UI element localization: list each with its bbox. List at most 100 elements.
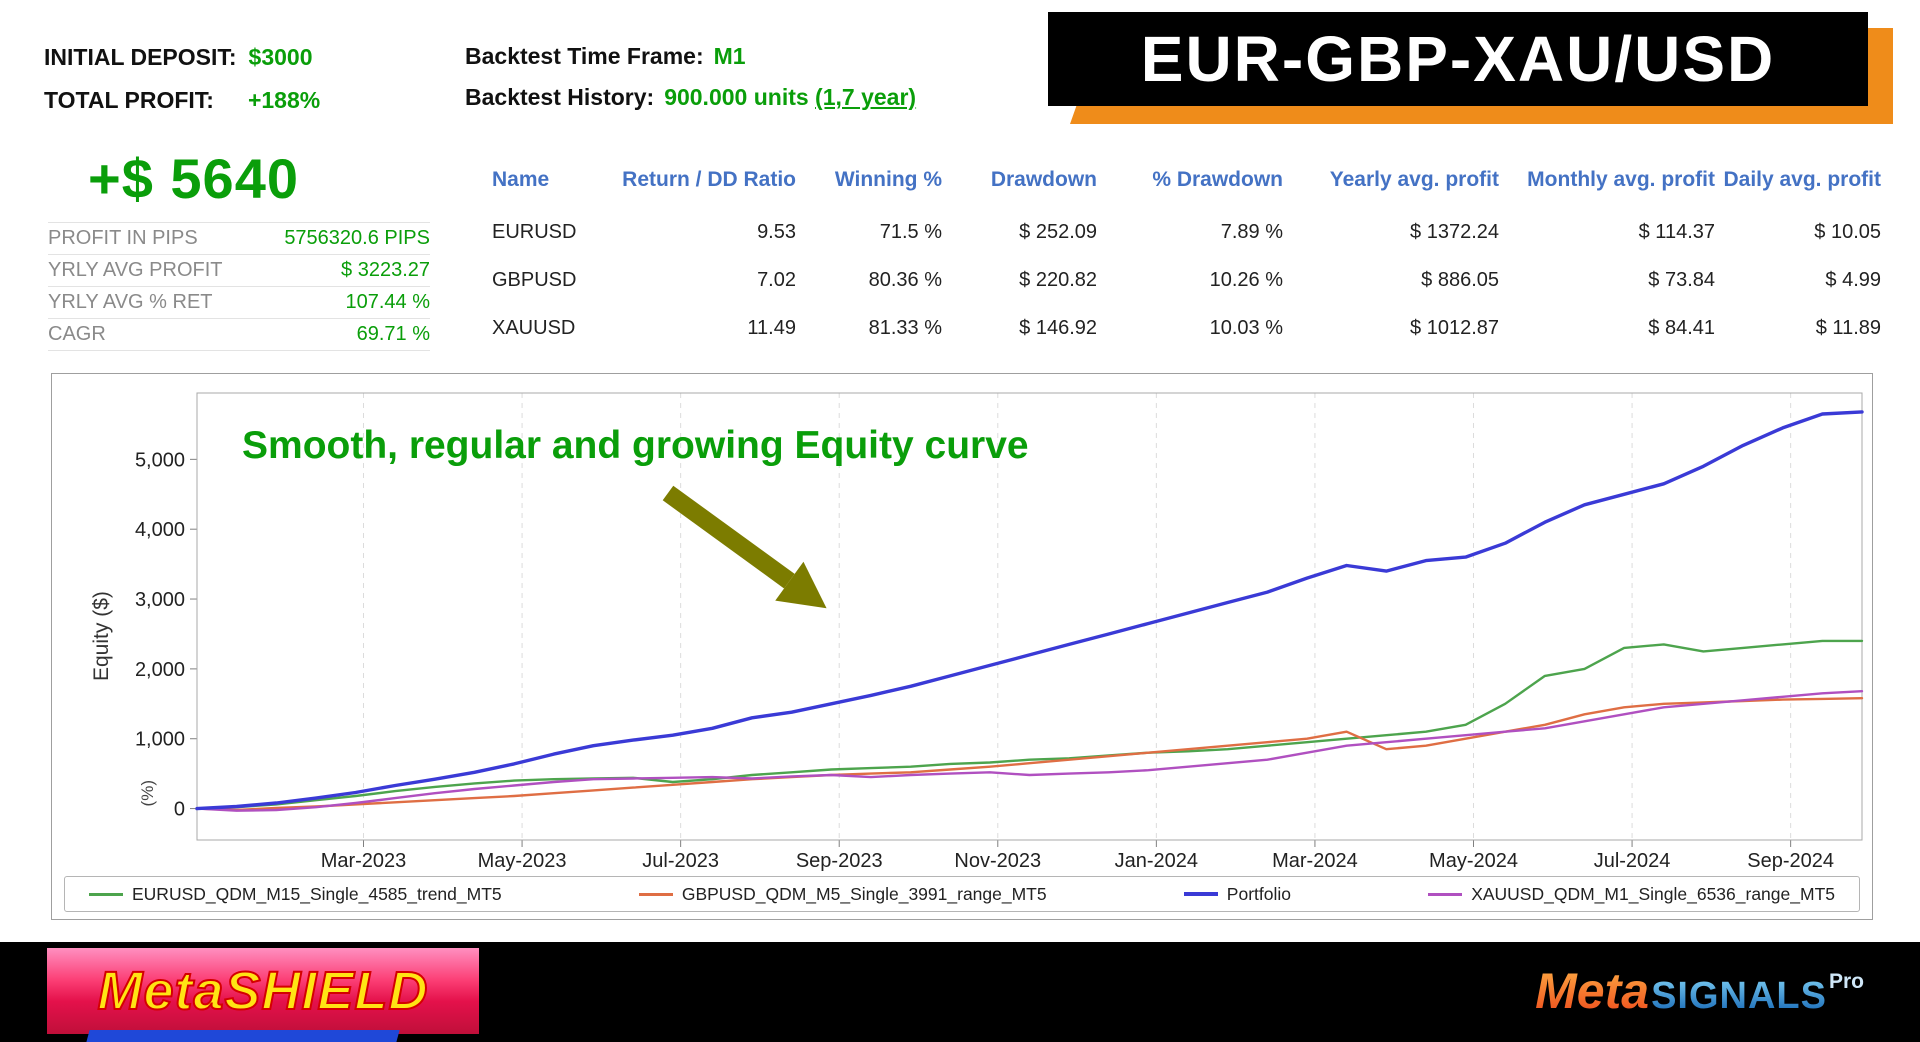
y-tick-label: 0 xyxy=(174,799,185,821)
table-cell: 10.03 % xyxy=(1209,316,1283,339)
column-header: Name xyxy=(492,168,550,191)
annotation-arrow-icon xyxy=(662,485,827,609)
plot-border xyxy=(196,392,1863,841)
table-row: EURUSD 9.53 71.5 % $ 252.09 7.89 % $ 1372.24 $… xyxy=(488,208,1887,256)
y-tick-label: 3,000 xyxy=(135,589,185,611)
table-cell: $ 1012.87 xyxy=(1410,316,1499,339)
legend-line-swatch xyxy=(89,892,123,896)
equity-chart: Mar-2023 May-2023 Jul-2023 Sep-2023 Nov-2023… xyxy=(51,373,1873,920)
summary-label: CAGR xyxy=(48,323,106,345)
x-tick-label: May-2024 xyxy=(1429,850,1518,872)
backtest-info: Backtest Time Frame: M1 Backtest History:… xyxy=(465,36,916,118)
table-cell: EURUSD xyxy=(492,220,577,243)
y-tick-label: 2,000 xyxy=(135,659,185,681)
legend-label: GBPUSD_QDM_M5_Single_3991_range_MT5 xyxy=(681,883,1047,904)
legend-label: Portfolio xyxy=(1226,883,1291,904)
table-cell: 7.02 xyxy=(757,268,796,291)
table-cell: $ 886.05 xyxy=(1421,268,1499,291)
y-tick-label: 1,000 xyxy=(135,729,185,751)
banner-title: EUR-GBP-XAU/USD xyxy=(1140,23,1776,95)
table-header-row: Name Return / DD Ratio Winning % Drawdown % … xyxy=(488,162,1887,208)
table-cell: $ 146.92 xyxy=(1019,316,1097,339)
banner-black-box: EUR-GBP-XAU/USD xyxy=(1048,12,1868,106)
series-line-portfolio xyxy=(195,410,1864,811)
table-cell: 81.33 % xyxy=(868,316,942,339)
summary-label: YRLY AVG PROFIT xyxy=(48,259,223,281)
cropped-blue-ribbon xyxy=(86,1030,400,1042)
table-cell: $ 73.84 xyxy=(1648,268,1715,291)
x-tick-label: Jul-2023 xyxy=(642,850,719,872)
y-axis-title: Equity ($) xyxy=(90,591,113,682)
x-tick-label: Jul-2024 xyxy=(1594,850,1671,872)
total-profit-line: TOTAL PROFIT: +188% xyxy=(44,79,320,122)
table-cell: $ 10.05 xyxy=(1814,220,1881,243)
x-tick-label: Nov-2023 xyxy=(954,850,1041,872)
total-profit-value: +188% xyxy=(247,87,321,113)
y-axis-title-secondary: (%) xyxy=(138,780,157,807)
initial-deposit-value: $3000 xyxy=(248,44,313,70)
footer-bar: MetaSHIELD Meta SIGNALS Pro xyxy=(0,942,1920,1042)
total-profit-label: TOTAL PROFIT: xyxy=(44,87,214,113)
table-row: GBPUSD 7.02 80.36 % $ 220.82 10.26 % $ 886.05… xyxy=(488,256,1887,304)
table-cell: $ 114.37 xyxy=(1638,220,1715,243)
chart-annotation: Smooth, regular and growing Equity curve xyxy=(242,424,1029,467)
table-cell: 7.89 % xyxy=(1220,220,1283,243)
metashield-logo: MetaSHIELD xyxy=(47,948,479,1034)
summary-label: YRLY AVG % RET xyxy=(48,291,213,313)
table-cell: 80.36 % xyxy=(868,268,942,291)
table-cell: $ 84.41 xyxy=(1648,316,1715,339)
pair-banner: EUR-GBP-XAU/USD xyxy=(1048,12,1893,124)
history-line: Backtest History: 900.000 units (1,7 year… xyxy=(465,77,916,118)
summary-row: PROFIT IN PIPS 5756320.6 PIPS xyxy=(48,222,430,254)
timeframe-value: M1 xyxy=(713,43,746,69)
legend-line-swatch xyxy=(1183,892,1218,896)
summary-value: 5756320.6 PIPS xyxy=(284,227,430,249)
metasignals-logo: Meta SIGNALS Pro xyxy=(1535,962,1864,1020)
history-duration-link[interactable]: (1,7 year) xyxy=(815,84,917,110)
column-header: Winning % xyxy=(834,168,942,191)
equity-chart-svg: Mar-2023 May-2023 Jul-2023 Sep-2023 Nov-2023… xyxy=(135,392,1864,872)
table-cell: 9.53 xyxy=(757,220,796,243)
series-line-eurusd xyxy=(195,639,1864,810)
summary-value: $ 3223.27 xyxy=(341,259,430,281)
table-cell: $ 1372.24 xyxy=(1410,220,1499,243)
table-cell: GBPUSD xyxy=(492,268,577,291)
summary-row: YRLY AVG % RET 107.44 % xyxy=(48,286,430,318)
table-cell: $ 11.89 xyxy=(1815,316,1881,339)
x-tick-label: Sep-2023 xyxy=(796,850,883,872)
column-header: Monthly avg. profit xyxy=(1527,168,1715,191)
x-tick-label: May-2023 xyxy=(478,850,567,872)
chart-legend: EURUSD_QDM_M15_Single_4585_trend_MT5 GBPU… xyxy=(64,876,1860,912)
metasignals-logo-pro: Pro xyxy=(1828,970,1864,993)
timeframe-line: Backtest Time Frame: M1 xyxy=(465,36,916,77)
initial-deposit-label: INITIAL DEPOSIT: xyxy=(44,44,237,70)
initial-deposit-line: INITIAL DEPOSIT: $3000 xyxy=(44,36,320,79)
summary-value: 69.71 % xyxy=(356,323,430,345)
x-tick-label: Mar-2023 xyxy=(321,850,407,872)
x-tick-label: Jan-2024 xyxy=(1115,850,1198,872)
table-cell: 71.5 % xyxy=(879,220,942,243)
legend-label: XAUUSD_QDM_M1_Single_6536_range_MT5 xyxy=(1471,883,1835,904)
legend-line-swatch xyxy=(638,892,673,896)
metasignals-logo-meta: Meta xyxy=(1535,963,1650,1019)
metasignals-logo-signals: SIGNALS xyxy=(1651,975,1827,1017)
table-cell: XAUUSD xyxy=(492,316,576,339)
column-header: % Drawdown xyxy=(1152,168,1283,191)
column-header: Drawdown xyxy=(990,168,1097,191)
legend-label: EURUSD_QDM_M15_Single_4585_trend_MT5 xyxy=(132,883,502,904)
column-header: Yearly avg. profit xyxy=(1329,168,1499,191)
legend-item-portfolio: Portfolio xyxy=(1183,883,1291,905)
legend-item-xauusd: XAUUSD_QDM_M1_Single_6536_range_MT5 xyxy=(1428,884,1835,905)
column-header: Return / DD Ratio xyxy=(622,168,796,191)
table-cell: $ 4.99 xyxy=(1825,268,1881,291)
table-cell: 11.49 xyxy=(747,316,796,339)
table-cell: 10.26 % xyxy=(1209,268,1283,291)
table-cell: $ 252.09 xyxy=(1019,220,1097,243)
x-tick-label: Sep-2024 xyxy=(1747,850,1834,872)
deposit-stats: INITIAL DEPOSIT: $3000 TOTAL PROFIT: +188% xyxy=(44,36,320,122)
series-line-gbpusd xyxy=(195,697,1864,812)
summary-value: 107.44 % xyxy=(345,291,430,313)
total-profit-usd: +$ 5640 xyxy=(88,147,299,210)
column-header: Daily avg. profit xyxy=(1723,168,1881,191)
